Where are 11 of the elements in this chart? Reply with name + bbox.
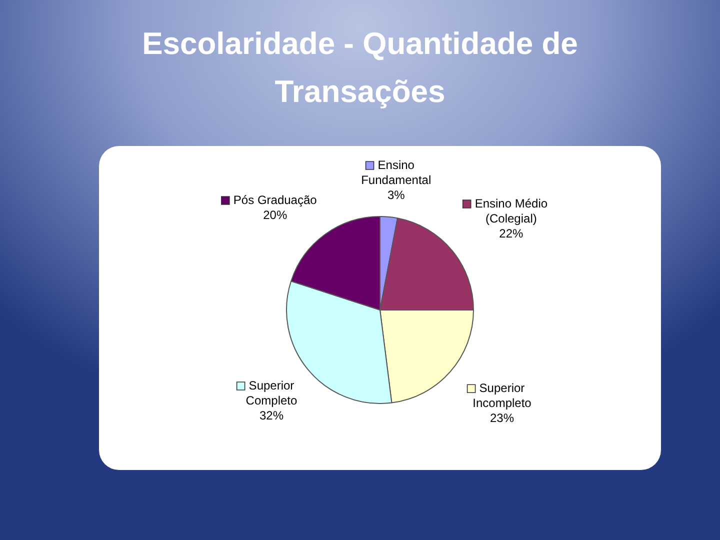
legend-label: Pós Graduação <box>233 192 318 207</box>
data-label: 22% <box>499 226 524 240</box>
data-label: 32% <box>259 408 284 422</box>
legend-label: Superior Incompleto <box>472 380 532 410</box>
data-label: 20% <box>263 208 288 222</box>
data-label: 23% <box>490 410 514 425</box>
legend-label: Superior Completo <box>246 378 298 408</box>
data-label: 3% <box>387 188 406 202</box>
legend-label: Ensino Médio (Colegial) <box>474 196 548 226</box>
legend-label: Ensino Fundamental <box>361 158 432 187</box>
chart-title: Escolaridade - Quantidade de Transações <box>141 25 579 111</box>
